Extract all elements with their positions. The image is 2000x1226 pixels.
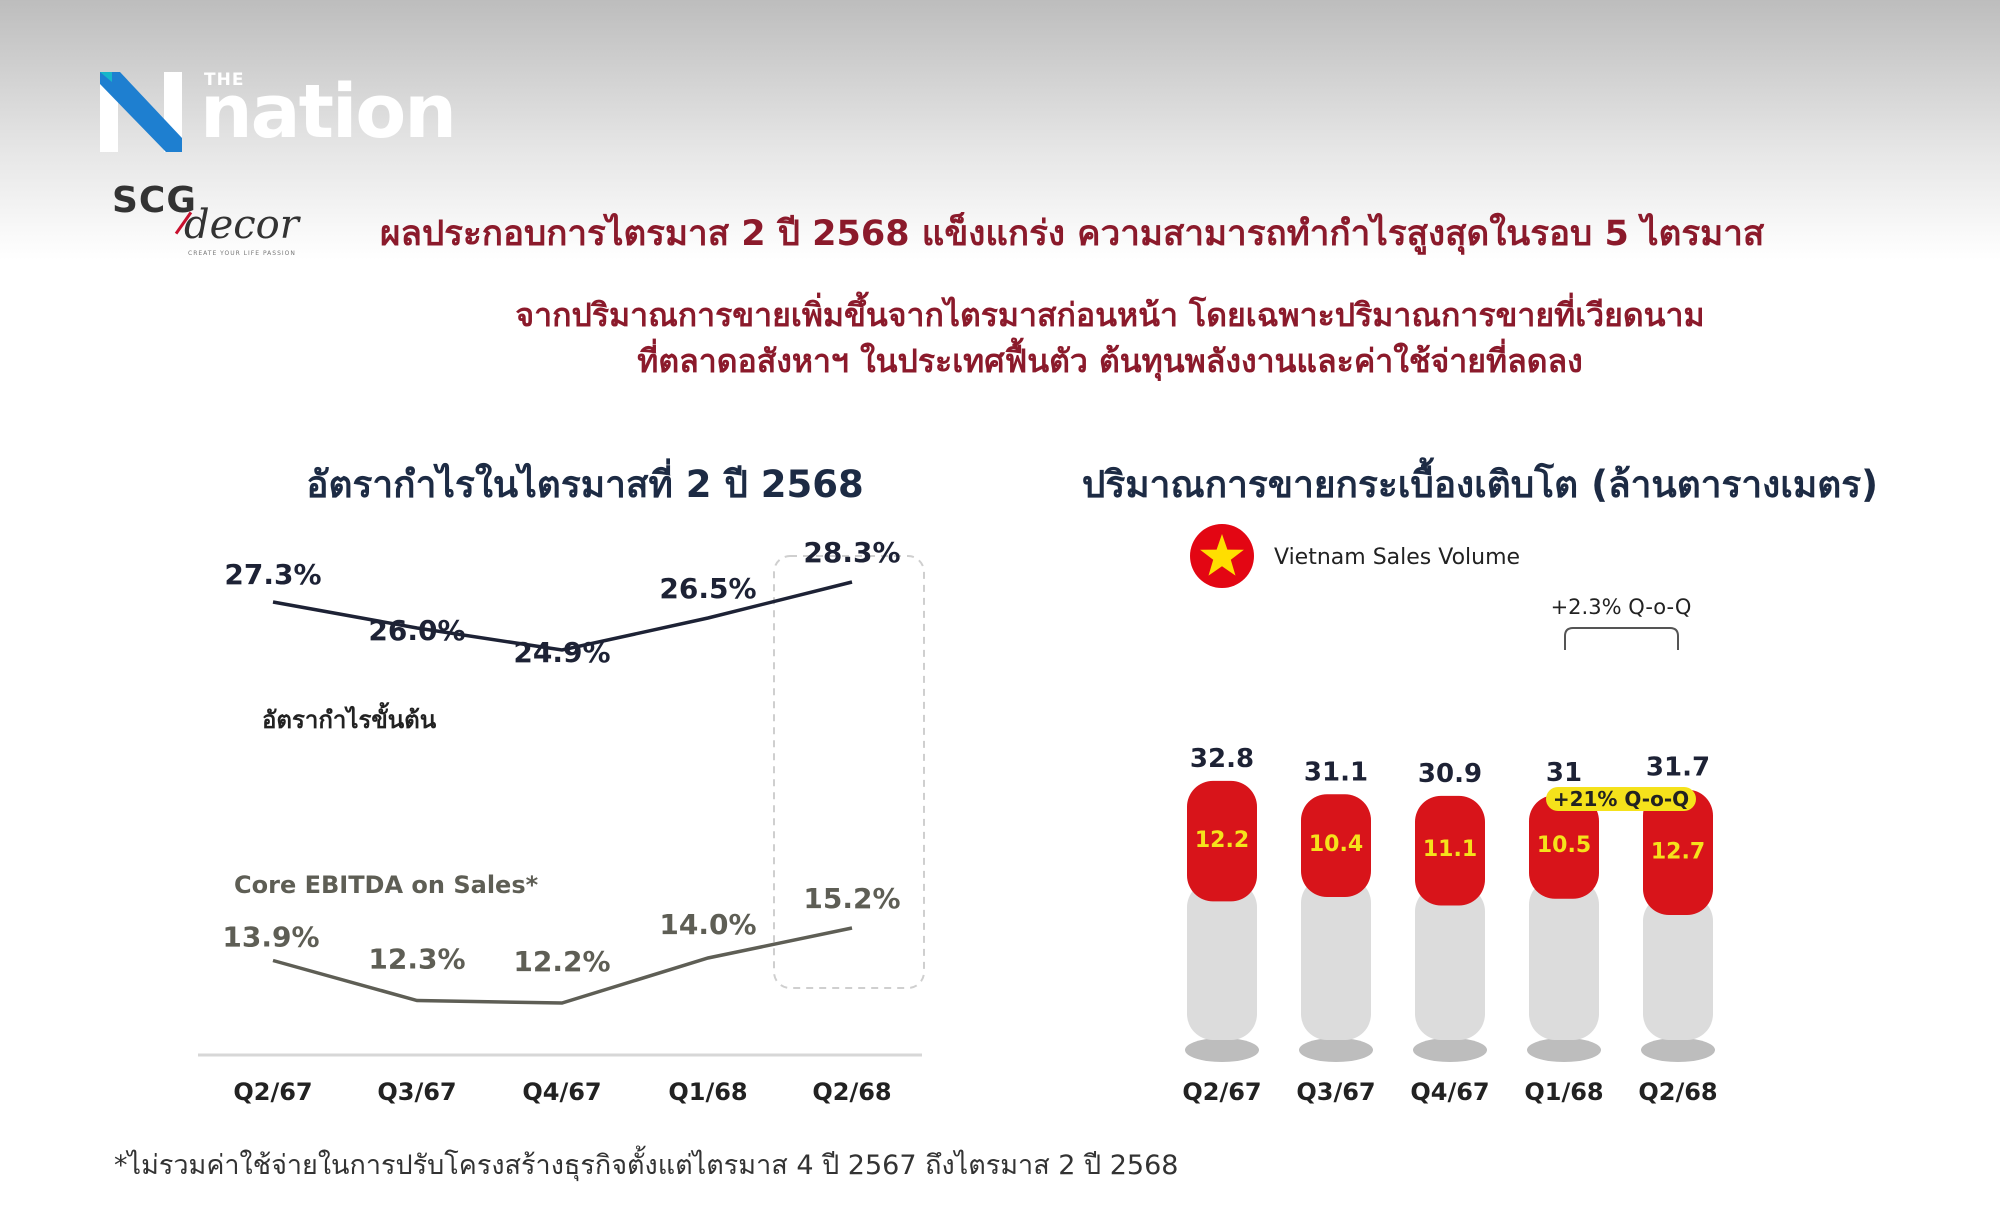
decor-text: decor	[184, 202, 299, 248]
sales-bar-chart: Vietnam Sales Volume +2.3% Q-o-Q 12.2 32.…	[1182, 524, 1718, 1106]
nation-logo: THE nation	[100, 64, 460, 154]
scg-decor-logo: SCG decor CREATE YOUR LIFE PASSION	[112, 180, 312, 260]
brand-name: nation	[200, 69, 457, 155]
bar-shadow	[1641, 1038, 1715, 1062]
total-bar	[1301, 877, 1371, 1040]
decor-tagline: CREATE YOUR LIFE PASSION	[188, 250, 296, 257]
total-value-label: 31.1	[1304, 757, 1368, 787]
gross-margin-label: 27.3%	[224, 558, 321, 591]
vietnam-value-label: 10.4	[1309, 832, 1363, 857]
vietnam-bar	[1187, 780, 1257, 902]
total-value-label: 31.7	[1646, 753, 1710, 783]
x-tick-label: Q3/67	[377, 1078, 456, 1106]
x-tick-label: Q2/68	[1638, 1078, 1717, 1106]
bar-shadow	[1185, 1038, 1259, 1062]
total-bar	[1187, 881, 1257, 1040]
vietnam-value-label: 12.7	[1651, 840, 1705, 865]
bar-shadow	[1413, 1038, 1487, 1062]
margin-line-chart: 27.3% 26.0% 24.9% 26.5% 28.3% 13.9% 12.3% 12.2…	[198, 540, 925, 1106]
subheadline-line-1: จากปริมาณการขายเพิ่มขึ้นจากไตรมาสก่อนหน้…	[515, 296, 1705, 334]
bar-shadow	[1527, 1038, 1601, 1062]
subheadline-line-2: ที่ตลาดอสังหาฯ ในประเทศฟื้นตัว ต้นทุนพลั…	[637, 342, 1583, 380]
brand-the: THE	[204, 70, 245, 90]
total-growth-annotation: +2.3% Q-o-Q	[1551, 595, 1692, 619]
gross-margin-series-label: อัตรากำไรขั้นต้น	[262, 701, 437, 734]
vietnam-growth-badge: +21% Q-o-Q	[1546, 787, 1696, 811]
x-tick-label: Q4/67	[1410, 1078, 1489, 1106]
total-value-label: 32.8	[1190, 744, 1254, 774]
vietnam-flag-icon	[1190, 524, 1254, 588]
gross-margin-label: 24.9%	[513, 636, 610, 669]
total-bar	[1643, 894, 1713, 1040]
bar-shadow	[1299, 1038, 1373, 1062]
gross-margin-label: 28.3%	[803, 540, 900, 569]
gross-margin-line	[272, 580, 853, 652]
vietnam-bar	[1301, 794, 1371, 898]
scg-text: SCG	[112, 180, 197, 221]
vietnam-value-label: 12.2	[1195, 828, 1249, 853]
x-tick-label: Q2/67	[233, 1078, 312, 1106]
qoq-bracket	[1564, 627, 1679, 650]
x-tick-label: Q1/68	[668, 1078, 747, 1106]
vietnam-growth-annotation: +21% Q-o-Q	[1553, 787, 1689, 811]
ebitda-label: 14.0%	[659, 908, 756, 941]
x-tick-label: Q3/67	[1296, 1078, 1375, 1106]
footnote: *ไม่รวมค่าใช้จ่ายในการปรับโครงสร้างธุรกิ…	[114, 1150, 1179, 1181]
vietnam-bar	[1643, 789, 1713, 915]
nation-n-logo-icon	[100, 72, 182, 152]
ebitda-label: 12.3%	[368, 943, 465, 976]
x-tick-label: Q2/67	[1182, 1078, 1261, 1106]
vietnam-bar	[1415, 795, 1485, 906]
x-tick-label: Q1/68	[1524, 1078, 1603, 1106]
vietnam-value-label: 10.5	[1537, 833, 1591, 858]
highlight-box	[773, 555, 925, 989]
vietnam-value-label: 11.1	[1423, 837, 1477, 862]
vietnam-bar	[1529, 795, 1599, 899]
ebitda-line	[272, 926, 853, 1005]
x-tick-label: Q2/68	[812, 1078, 891, 1106]
ebitda-label: 13.9%	[222, 921, 319, 954]
ebitda-label: 15.2%	[803, 882, 900, 915]
total-bar	[1415, 885, 1485, 1040]
gross-margin-label: 26.0%	[368, 614, 465, 647]
total-bar	[1529, 878, 1599, 1040]
sales-chart-title: ปริมาณการขายกระเบื้องเติบโต (ล้านตารางเม…	[1081, 463, 1879, 506]
margin-chart-title: อัตรากำไรในไตรมาสที่ 2 ปี 2568	[306, 463, 864, 506]
total-value-label: 31	[1546, 758, 1582, 788]
gross-margin-label: 26.5%	[659, 572, 756, 605]
ebitda-label: 12.2%	[513, 945, 610, 978]
page-headline: ผลประกอบการไตรมาส 2 ปี 2568 แข็งแกร่ง คว…	[380, 214, 1765, 254]
bar-legend-label: Vietnam Sales Volume	[1274, 545, 1520, 570]
ebitda-series-label: Core EBITDA on Sales*	[234, 871, 539, 899]
x-tick-label: Q4/67	[522, 1078, 601, 1106]
total-value-label: 30.9	[1418, 759, 1482, 789]
